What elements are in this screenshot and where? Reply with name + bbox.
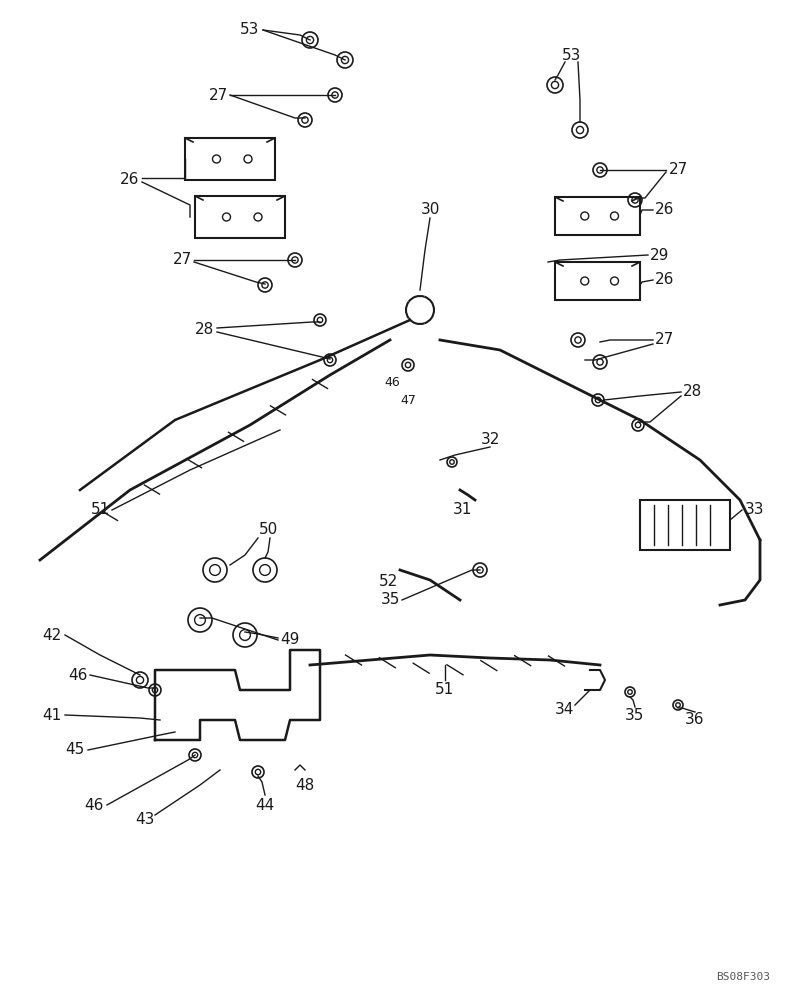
Text: 35: 35: [626, 708, 645, 722]
Text: 53: 53: [562, 47, 582, 62]
Text: 26: 26: [120, 172, 140, 188]
Text: 47: 47: [400, 393, 416, 406]
Text: 26: 26: [655, 202, 674, 218]
Text: 30: 30: [420, 202, 440, 218]
Text: 53: 53: [240, 22, 260, 37]
Text: 28: 28: [195, 322, 214, 338]
Text: 46: 46: [84, 798, 104, 812]
Text: 42: 42: [42, 628, 62, 643]
Text: 44: 44: [255, 798, 274, 812]
Text: 48: 48: [295, 778, 314, 792]
Text: 31: 31: [452, 502, 472, 518]
Text: 51: 51: [90, 502, 110, 518]
Text: 27: 27: [668, 162, 688, 178]
Bar: [195, 196, 285, 238]
Bar: [555, 262, 640, 300]
Text: 27: 27: [655, 332, 674, 348]
Text: 29: 29: [650, 247, 670, 262]
Text: 27: 27: [172, 252, 192, 267]
Text: 33: 33: [746, 502, 765, 518]
Text: 27: 27: [208, 88, 228, 103]
Text: 50: 50: [258, 522, 278, 538]
Text: 46: 46: [68, 668, 88, 682]
Text: 32: 32: [480, 432, 500, 448]
Bar: [555, 197, 640, 235]
Text: 45: 45: [66, 742, 85, 758]
Text: 51: 51: [435, 682, 454, 698]
Text: 26: 26: [655, 272, 674, 288]
Text: 35: 35: [380, 592, 400, 607]
Text: 28: 28: [683, 384, 702, 399]
Text: 49: 49: [280, 633, 300, 648]
Text: 36: 36: [686, 712, 705, 728]
Bar: [185, 138, 275, 180]
Bar: [640, 500, 730, 550]
Text: BS08F303: BS08F303: [716, 972, 770, 982]
Text: 41: 41: [42, 708, 62, 722]
Text: 46: 46: [384, 375, 400, 388]
Text: 52: 52: [378, 574, 398, 589]
Text: 34: 34: [555, 702, 574, 718]
Text: 43: 43: [135, 812, 154, 828]
